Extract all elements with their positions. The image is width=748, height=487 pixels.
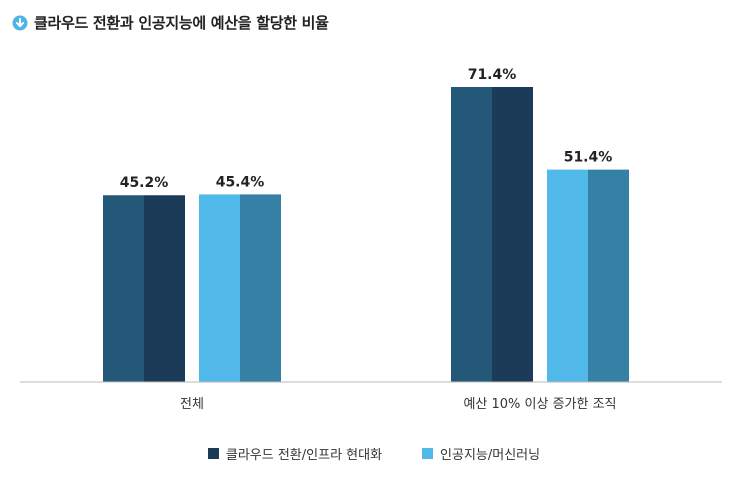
legend-label-series-1: 클라우드 전환/인프라 현대화 [225, 448, 383, 463]
legend-item-series-2: 인공지능/머신러닝 [422, 444, 540, 463]
legend-label-series-2: 인공지능/머신러닝 [440, 448, 541, 463]
bar-1-1-right-face [144, 195, 185, 382]
bar-2-2-right-face [588, 169, 629, 382]
arrow-down-circle-icon [12, 15, 28, 30]
legend-swatch-series-1 [207, 448, 219, 459]
category-label-1: 전체 [180, 397, 204, 412]
data-label-1-1: 45.2% [120, 175, 169, 191]
bar-2-2-left-face [547, 169, 588, 382]
legend: 클라우드 전환/인프라 현대화 인공지능/머신러닝 [0, 444, 748, 463]
bars-group [103, 87, 629, 382]
bar-2-1-right-face [240, 194, 281, 382]
bar-2-1-left-face [199, 194, 240, 382]
category-label-2: 예산 10% 이상 증가한 조직 [463, 397, 616, 412]
data-label-2-2: 51.4% [564, 150, 613, 166]
legend-item-series-1: 클라우드 전환/인프라 현대화 [207, 444, 383, 463]
bar-1-2-right-face [492, 87, 533, 382]
labels-group: 45.2% 45.4% 전체 71.4% 51.4% 예산 10% 이상 증가한 조직 [120, 67, 617, 412]
bar-1-2-left-face [451, 87, 492, 382]
bar-1-1-left-face [103, 195, 144, 382]
data-label-1-2: 71.4% [468, 67, 517, 83]
data-label-2-1: 45.4% [216, 174, 265, 190]
legend-swatch-series-2 [422, 448, 434, 459]
chart-title-row: 클라우드 전환과 인공지능에 예산을 할당한 비율 [12, 12, 329, 33]
chart-title: 클라우드 전환과 인공지능에 예산을 할당한 비율 [34, 14, 329, 32]
